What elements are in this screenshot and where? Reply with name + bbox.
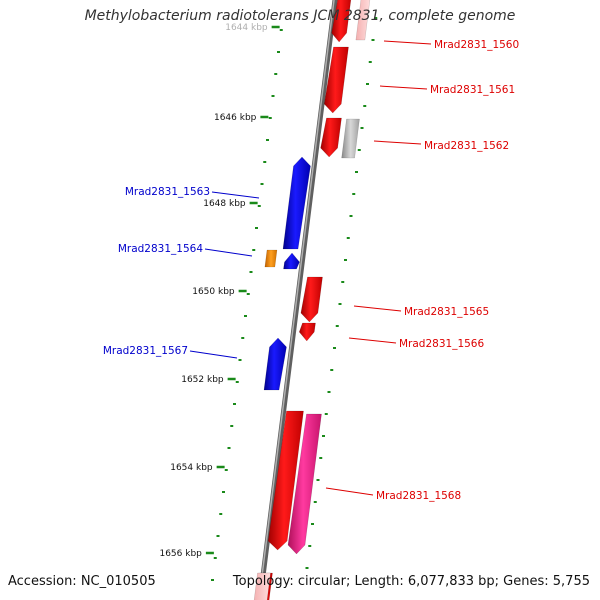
gene-label-leader <box>211 191 260 199</box>
gene-label-leader <box>204 248 253 257</box>
gene-arrow-mrad2831-1561[interactable] <box>323 46 349 114</box>
outer-scale-track <box>305 17 378 569</box>
gene-arrow-mrad2831-1566[interactable] <box>298 322 316 342</box>
gene-label-leader <box>189 350 238 359</box>
gene-label-mrad2831-1568[interactable]: Mrad2831_1568 <box>376 490 461 502</box>
gene-arrow-mrad2831-1562[interactable] <box>320 117 342 158</box>
scale-label: 1652 kbp <box>181 375 224 385</box>
gene-label-mrad2831-1563[interactable]: Mrad2831_1563 <box>125 186 210 198</box>
gene-label-leader <box>348 337 397 344</box>
gene-arrow-mrad2831-1563[interactable] <box>282 156 311 250</box>
inner-scale-track <box>205 25 283 581</box>
gene-label-leader <box>379 85 428 90</box>
gene-arrow-mrad2831-1565[interactable] <box>300 276 323 323</box>
gene-arrow-mrad2831-1568[interactable] <box>267 410 304 551</box>
gene-arrow-mrad2831-1564[interactable] <box>283 252 300 270</box>
gene-block-mrad2831-1562-pseudo[interactable] <box>341 118 360 159</box>
gene-label-mrad2831-1564[interactable]: Mrad2831_1564 <box>118 243 203 255</box>
scale-label: 1650 kbp <box>192 287 235 297</box>
scale-label: 1656 kbp <box>159 549 202 559</box>
topology-text: Topology: circular; Length: 6,077,833 bp… <box>232 574 590 589</box>
gene-block-neighbour[interactable] <box>355 0 371 41</box>
gene-block-mrad2831-1564-rna[interactable] <box>264 249 278 268</box>
gene-block-bottom-pale[interactable] <box>253 572 271 600</box>
scale-label: 1644 kbp <box>225 23 268 33</box>
genome-backbone <box>257 0 338 600</box>
scale-label: 1646 kbp <box>214 113 257 123</box>
gene-label-leader <box>373 140 422 145</box>
gene-arrow-mrad2831-1568-pink[interactable] <box>287 413 322 555</box>
gene-label-mrad2831-1566[interactable]: Mrad2831_1566 <box>399 338 484 350</box>
gene-label-leader <box>353 305 402 312</box>
gene-label-mrad2831-1561[interactable]: Mrad2831_1561 <box>430 84 515 96</box>
scale-label: 1654 kbp <box>170 463 213 473</box>
accession-text: Accession: NC_010505 <box>8 574 156 589</box>
scale-label: 1648 kbp <box>203 199 246 209</box>
gene-label-leader <box>383 40 432 45</box>
gene-label-mrad2831-1565[interactable]: Mrad2831_1565 <box>404 306 489 318</box>
gene-arrow-mrad2831-1560[interactable] <box>331 0 352 43</box>
gene-label-leader <box>325 487 374 496</box>
gene-arrow-mrad2831-1567[interactable] <box>263 337 287 391</box>
genome-backbone-highlight <box>258 0 335 600</box>
genome-title: Methylobacterium radiotolerans JCM 2831,… <box>84 8 516 24</box>
gene-label-mrad2831-1562[interactable]: Mrad2831_1562 <box>424 140 509 152</box>
gene-label-mrad2831-1567[interactable]: Mrad2831_1567 <box>103 345 188 357</box>
gene-label-mrad2831-1560[interactable]: Mrad2831_1560 <box>434 39 519 51</box>
